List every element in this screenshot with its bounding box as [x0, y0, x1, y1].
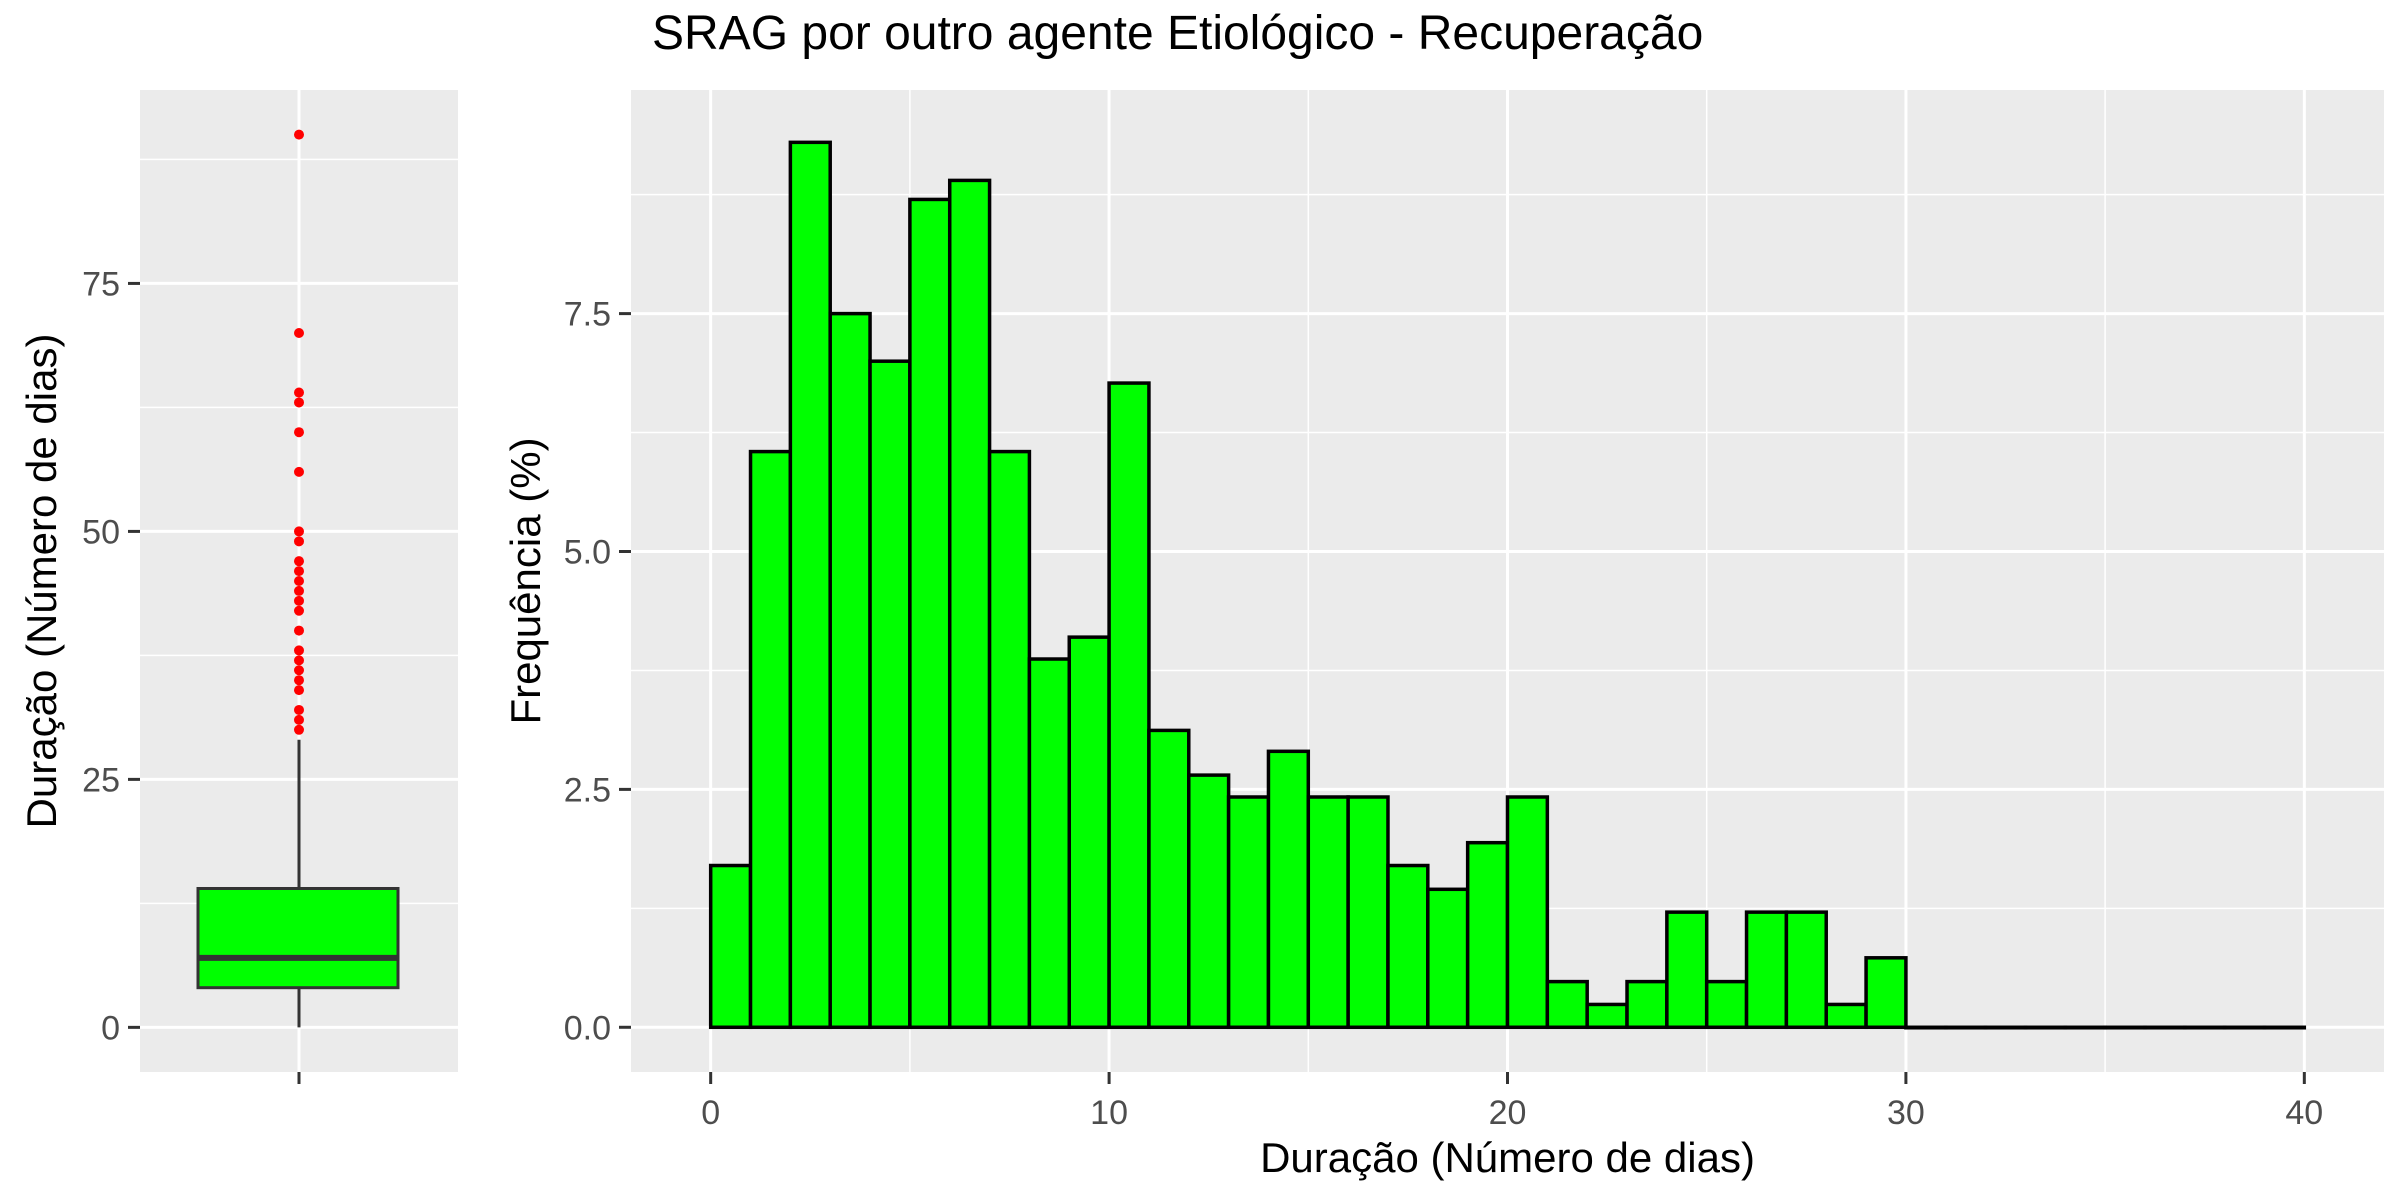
- boxplot-outlier-point: [294, 595, 304, 606]
- boxplot-outlier-point: [294, 714, 304, 725]
- histogram-bar: [2183, 1025, 2227, 1030]
- histogram-bar: [1067, 635, 1111, 1030]
- histogram-y-tick-label: 2.5: [564, 771, 611, 809]
- histogram-bar: [1187, 773, 1231, 1030]
- histogram-bar: [1983, 1025, 2028, 1030]
- histogram-bar: [1107, 381, 1151, 1030]
- histogram-bar: [2103, 1025, 2147, 1030]
- histogram-bar: [2023, 1025, 2068, 1030]
- histogram-x-tick-label: 0: [701, 1094, 720, 1132]
- histogram-bar: [1864, 956, 1908, 1030]
- histogram-bar: [2222, 1025, 2267, 1030]
- histogram-x-tick-label: 10: [1090, 1094, 1128, 1132]
- histogram-bar: [788, 140, 832, 1030]
- boxplot-outlier-point: [294, 129, 304, 140]
- boxplot-outlier-point: [294, 397, 304, 408]
- boxplot-outlier-point: [294, 625, 304, 636]
- boxplot-outlier-point: [294, 645, 304, 656]
- histogram-bar: [2063, 1025, 2107, 1030]
- histogram-y-tick-label: 0.0: [564, 1009, 611, 1047]
- histogram-bar: [1824, 1002, 1868, 1030]
- histogram-bar: [2262, 1025, 2307, 1030]
- boxplot-outlier-point: [294, 665, 304, 676]
- histogram-bar: [868, 359, 912, 1030]
- histogram-bar: [908, 197, 952, 1030]
- boxplot-outlier-point: [294, 675, 304, 686]
- histogram-bar: [1585, 1002, 1629, 1030]
- histogram-bar: [1266, 749, 1311, 1030]
- boxplot-outlier-point: [294, 427, 304, 438]
- boxplot-outlier-point: [294, 605, 304, 616]
- histogram-x-tick-label: 20: [1489, 1094, 1527, 1132]
- boxplot-y-axis-title: Duração (Número de dias): [18, 334, 65, 829]
- boxplot-outlier-point: [294, 585, 304, 596]
- boxplot-y-tick-label: 0: [101, 1009, 120, 1047]
- boxplot-outlier-point: [294, 387, 304, 398]
- histogram-y-tick-label: 5.0: [564, 534, 611, 572]
- boxplot-outlier-point: [294, 576, 304, 586]
- histogram-bar: [828, 311, 872, 1030]
- boxplot-outlier-point: [294, 466, 304, 477]
- boxplot-outlier-point: [294, 526, 304, 537]
- histogram-bar: [1465, 840, 1510, 1030]
- boxplot-y-tick-label: 75: [82, 265, 120, 303]
- histogram-bar: [1704, 979, 1749, 1030]
- histogram-bar: [1944, 1025, 1988, 1030]
- histogram-bar: [2143, 1025, 2187, 1030]
- boxplot-outlier-point: [294, 328, 304, 339]
- histogram-bar: [1147, 728, 1191, 1030]
- histogram-bar: [1386, 863, 1430, 1030]
- histogram-bar: [708, 863, 753, 1030]
- histogram-bar: [947, 178, 992, 1030]
- boxplot-outlier-point: [294, 724, 304, 735]
- histogram-bar: [1665, 910, 1709, 1030]
- histogram-bar: [1904, 1025, 1948, 1030]
- histogram-bar: [1505, 795, 1550, 1030]
- histogram-bar: [1306, 795, 1350, 1030]
- histogram-x-tick-label: 30: [1887, 1094, 1925, 1132]
- histogram-bar: [1346, 795, 1390, 1030]
- histogram-bar: [1426, 887, 1470, 1030]
- histogram-panel: 0.0 2.5 5.0 7.5 0 10 20 30 40 Duração (Número de …: [502, 90, 2384, 1181]
- boxplot-outlier-point: [294, 685, 304, 696]
- histogram-bar: [748, 449, 793, 1030]
- boxplot-outlier-point: [294, 536, 304, 547]
- histogram-bar: [1625, 979, 1669, 1030]
- histogram-bar: [1027, 657, 1071, 1030]
- boxplot-box: [196, 886, 400, 990]
- histogram-bar: [1545, 979, 1589, 1030]
- histogram-bar: [1744, 910, 1789, 1030]
- boxplot-outlier-point: [294, 704, 304, 715]
- chart-title: SRAG por outro agente Etiológico - Recup…: [652, 7, 1704, 60]
- histogram-x-axis-title: Duração (Número de dias): [1260, 1134, 1755, 1181]
- boxplot-outlier-point: [294, 655, 304, 666]
- boxplot-panel: 0 25 50 75 Duração (Número de dias): [18, 90, 458, 1084]
- histogram-bar: [987, 449, 1032, 1030]
- histogram-bar: [1226, 795, 1271, 1030]
- boxplot-y-tick-label: 25: [82, 761, 120, 799]
- boxplot-y-tick-label: 50: [82, 513, 120, 551]
- histogram-x-tick-label: 40: [2285, 1094, 2323, 1132]
- boxplot-outlier-point: [294, 566, 304, 577]
- histogram-y-axis-title: Frequência (%): [502, 437, 549, 724]
- histogram-y-tick-label: 7.5: [564, 296, 611, 334]
- histogram-bar: [1784, 910, 1828, 1030]
- boxplot-outlier-point: [294, 556, 304, 567]
